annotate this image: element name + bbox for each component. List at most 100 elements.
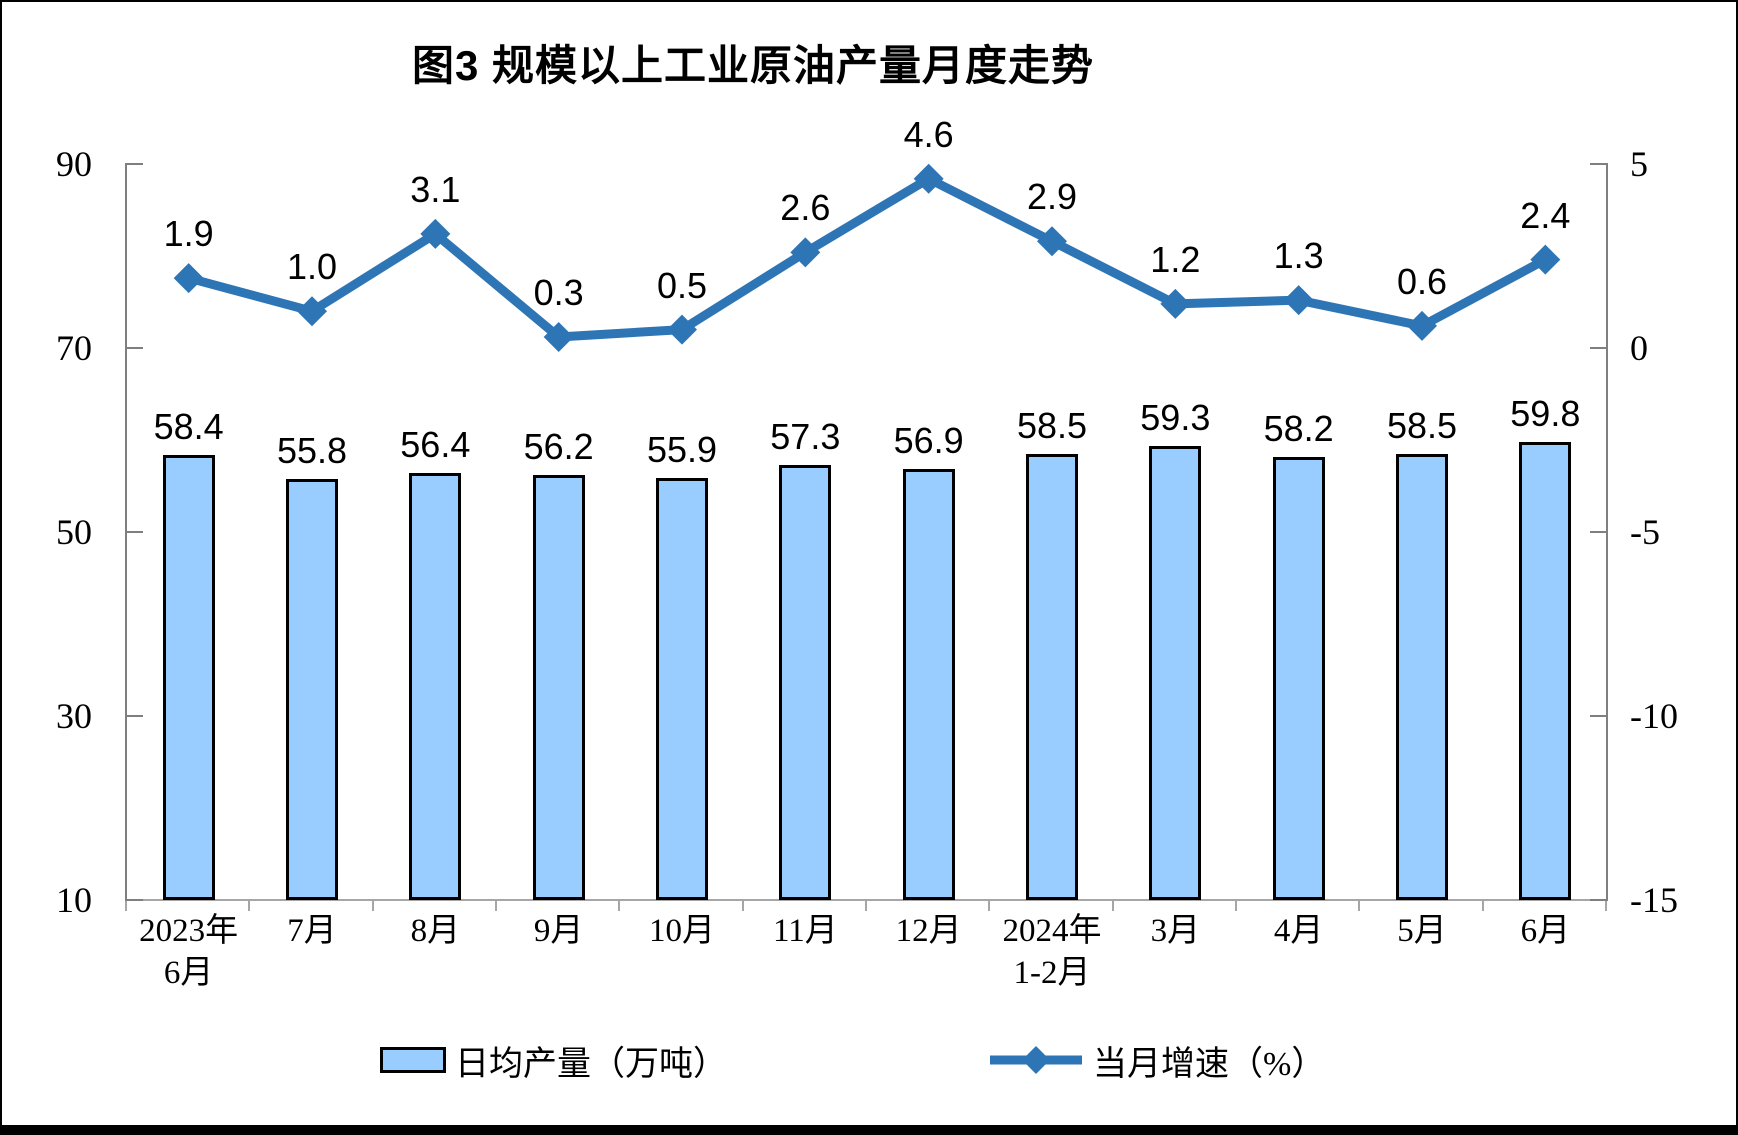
bar — [1272, 456, 1325, 900]
line-marker — [1530, 244, 1561, 275]
line-marker — [1037, 226, 1067, 257]
x-axis-tick — [1111, 901, 1114, 911]
x-axis-label: 12月 — [847, 910, 1011, 952]
x-axis-tick — [495, 901, 497, 911]
x-axis-label-line: 5月 — [1397, 913, 1447, 949]
line-value-label: 1.9 — [163, 213, 214, 255]
x-axis-label-line: 10月 — [649, 913, 715, 949]
bottom-edge-bar — [2, 1125, 1736, 1133]
right-axis-tick — [1590, 347, 1608, 349]
bar — [532, 474, 585, 900]
chart-title: 图3 规模以上工业原油产量月度走势 — [411, 42, 1095, 89]
x-axis-label-line: 3月 — [1150, 913, 1201, 949]
x-axis-label-line: 2023年 — [139, 913, 239, 949]
left-axis-tick-label: 10 — [56, 880, 92, 920]
x-axis-tick — [125, 901, 127, 911]
line-marker — [543, 321, 574, 352]
bar-value-label: 56.4 — [400, 424, 471, 466]
x-axis-label: 8月 — [353, 910, 517, 952]
legend-item-bar: 日均产量（万吨） — [380, 1038, 727, 1083]
bar-value-label: 55.9 — [646, 428, 718, 470]
legend-line-swatch — [990, 1046, 1082, 1074]
x-axis-label: 4月 — [1217, 910, 1381, 952]
bar-value-label: 56.2 — [523, 425, 594, 467]
bar-value-label: 56.9 — [893, 419, 964, 461]
right-axis-tick — [1590, 163, 1608, 165]
bar — [162, 454, 215, 900]
left-axis-tick — [125, 899, 143, 901]
x-axis-tick — [1235, 901, 1237, 911]
x-axis-tick — [1605, 901, 1607, 911]
line-value-label: 2.4 — [1520, 194, 1571, 236]
x-axis-tick — [988, 901, 991, 911]
bar — [902, 468, 955, 900]
bar — [779, 464, 832, 900]
right-axis-tick-label: -5 — [1630, 512, 1660, 552]
x-axis-label: 11月 — [723, 910, 887, 952]
line-value-label: 3.1 — [410, 168, 461, 210]
bar-value-label: 57.3 — [770, 415, 841, 457]
left-axis-tick — [125, 163, 143, 165]
right-axis-tick — [1590, 531, 1608, 533]
line-value-label: 1.0 — [286, 246, 338, 288]
line-marker — [173, 263, 204, 294]
x-axis-label: 5月 — [1340, 910, 1504, 952]
x-axis-label: 2024年 1-2月 — [970, 910, 1134, 994]
x-axis-label: 2023年 6月 — [107, 910, 271, 994]
x-axis-label: 7月 — [230, 910, 394, 952]
x-axis-line — [125, 899, 1608, 901]
line-marker — [420, 218, 451, 249]
line-value-label: 0.3 — [533, 271, 584, 313]
x-axis-label-line: 9月 — [533, 913, 584, 949]
legend-bar-swatch — [380, 1047, 446, 1073]
right-axis-tick-label: -15 — [1630, 880, 1678, 920]
line-value-label: 0.5 — [656, 264, 708, 306]
line-value-label: 2.9 — [1026, 176, 1078, 218]
x-axis-tick — [248, 901, 251, 911]
legend-line-label: 当月增速（%） — [1093, 1045, 1326, 1083]
line-marker — [297, 296, 327, 327]
bar-value-label: 58.2 — [1263, 407, 1334, 449]
x-axis-label: 6月 — [1463, 910, 1627, 952]
x-axis-tick — [371, 901, 374, 911]
bar — [1026, 453, 1078, 900]
x-axis-tick — [1481, 901, 1484, 911]
line-value-label: 4.6 — [903, 113, 954, 155]
bar — [656, 477, 708, 900]
x-axis-label-line: 6月 — [163, 955, 214, 991]
legend-item-line: 当月增速（%） — [988, 1038, 1326, 1083]
line-marker — [913, 163, 944, 194]
bar — [286, 478, 338, 900]
bar-value-label: 58.4 — [153, 405, 224, 447]
x-axis-label: 9月 — [477, 910, 641, 952]
right-axis-tick-label: -10 — [1630, 696, 1678, 736]
line-marker — [1160, 288, 1191, 319]
legend-bar-label: 日均产量（万吨） — [455, 1045, 727, 1083]
x-axis-label-line: 2024年 — [1002, 913, 1102, 949]
x-axis-label-line: 7月 — [287, 913, 337, 949]
left-axis-tick — [125, 347, 143, 349]
x-axis-tick — [865, 901, 867, 911]
line-value-label: 2.6 — [780, 187, 831, 229]
bar-value-label: 58.5 — [1016, 404, 1088, 446]
left-axis-tick-label: 50 — [56, 512, 92, 552]
right-axis-tick — [1590, 715, 1608, 717]
x-axis-label-line: 8月 — [410, 913, 461, 949]
right-axis-tick-label: 0 — [1630, 328, 1648, 368]
x-axis-tick — [1358, 901, 1361, 911]
left-axis-tick-label: 70 — [56, 328, 92, 368]
line-marker — [1283, 285, 1314, 316]
bar-value-label: 59.3 — [1140, 397, 1211, 439]
bar — [1396, 453, 1448, 900]
x-axis-label: 10月 — [600, 910, 764, 952]
bar — [1519, 441, 1572, 900]
x-axis-tick — [741, 901, 744, 911]
x-axis-label: 3月 — [1093, 910, 1257, 952]
x-axis-label-line: 6月 — [1520, 913, 1571, 949]
right-axis-tick — [1590, 899, 1608, 901]
line-value-label: 1.2 — [1150, 238, 1201, 280]
right-axis-tick-label: 5 — [1630, 144, 1648, 184]
x-axis-label-line: 4月 — [1273, 913, 1324, 949]
